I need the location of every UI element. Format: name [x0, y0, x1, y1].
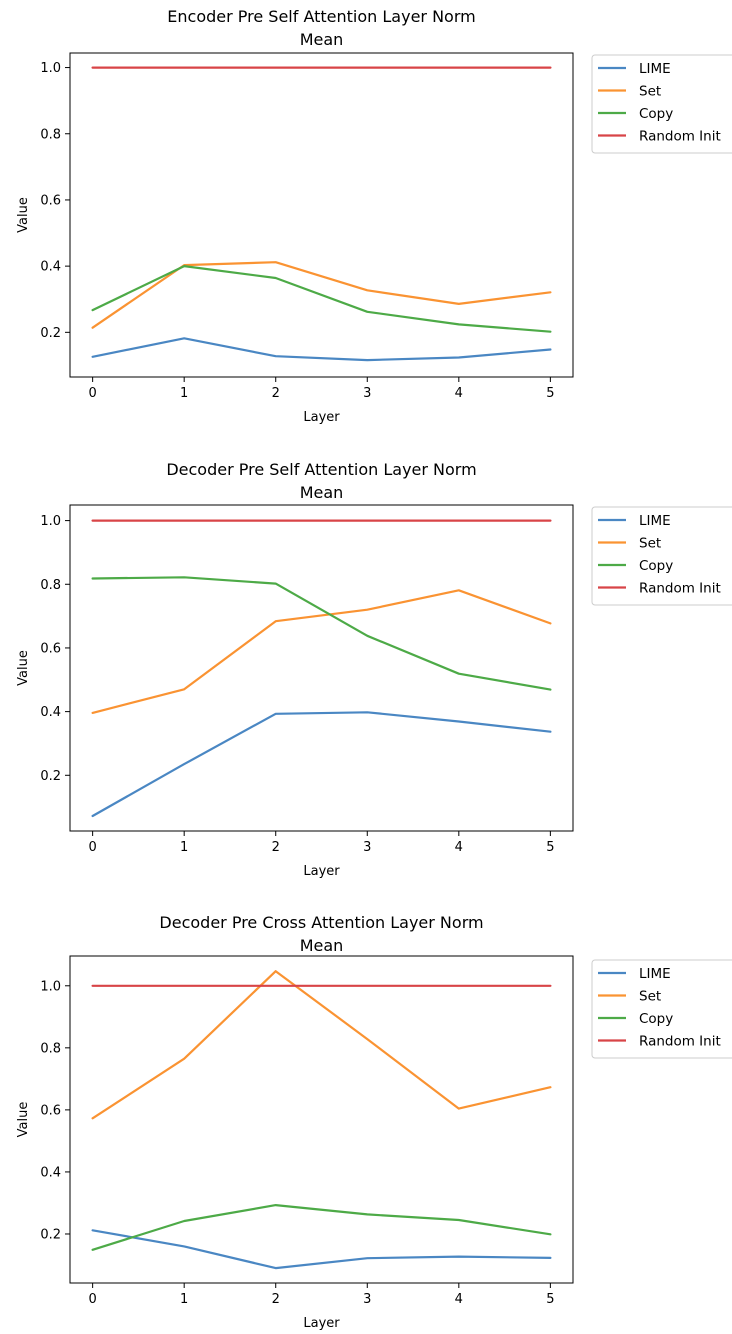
x-tick-label: 3: [363, 386, 371, 401]
x-tick-label: 1: [180, 1292, 188, 1307]
chart-title-line-2: Mean: [300, 483, 344, 502]
x-axis-label: Layer: [303, 1316, 340, 1331]
x-tick-label: 1: [180, 840, 188, 855]
y-tick-label: 0.2: [40, 1227, 61, 1242]
series-line-set: [91, 261, 552, 329]
legend-box: [591, 959, 732, 1059]
plot-frame: [69, 955, 574, 1284]
x-tick-label: 0: [88, 1292, 96, 1307]
x-tick-label: 1: [180, 386, 188, 401]
x-tick-label: 5: [546, 386, 554, 401]
legend-label-lime: LIME: [639, 61, 671, 77]
legend-box: [591, 506, 732, 606]
series-line-copy: [91, 1204, 552, 1251]
plot-frame: [69, 504, 574, 832]
legend-label-copy: Copy: [639, 558, 673, 574]
x-tick-label: 5: [546, 840, 554, 855]
line-chart-3: Decoder Pre Cross Attention Layer Norm Me…: [16, 913, 732, 1331]
y-tick-label: 0.6: [40, 1103, 61, 1118]
y-axis-label: Value: [16, 1102, 31, 1138]
x-axis-label: Layer: [303, 864, 340, 879]
x-tick-label: 0: [88, 386, 96, 401]
legend-label-random-init: Random Init: [639, 129, 721, 145]
x-axis-label: Layer: [303, 410, 340, 425]
legend-label-set: Set: [639, 989, 661, 1005]
y-tick-label: 1.0: [40, 514, 61, 529]
y-tick-label: 0.2: [40, 326, 61, 341]
series-line-lime: [91, 337, 552, 362]
y-tick-label: 0.6: [40, 641, 61, 656]
legend-label-set: Set: [639, 84, 661, 100]
series-line-set: [91, 589, 552, 714]
series-line-lime: [91, 711, 552, 818]
y-tick-label: 0.8: [40, 1041, 61, 1056]
chart-title-line-1: Encoder Pre Self Attention Layer Norm: [167, 7, 475, 26]
x-tick-label: 4: [455, 1292, 463, 1307]
y-tick-label: 0.4: [40, 705, 61, 720]
y-tick-label: 1.0: [40, 979, 61, 994]
y-tick-label: 0.4: [40, 1165, 61, 1180]
series-line-copy: [91, 576, 552, 691]
chart-title-line-2: Mean: [300, 30, 344, 49]
series-line-lime: [91, 1229, 552, 1270]
chart-title-line-1: Decoder Pre Self Attention Layer Norm: [166, 460, 476, 479]
y-tick-label: 0.6: [40, 193, 61, 208]
y-tick-label: 0.8: [40, 578, 61, 593]
plot-frame: [69, 52, 574, 378]
series-line-set: [91, 970, 552, 1120]
y-tick-label: 0.4: [40, 260, 61, 275]
chart-title-line-2: Mean: [300, 936, 344, 955]
legend-label-lime: LIME: [639, 513, 671, 529]
y-axis-label: Value: [16, 197, 31, 233]
x-tick-label: 5: [546, 1292, 554, 1307]
y-tick-label: 1.0: [40, 61, 61, 76]
y-axis-label: Value: [16, 650, 31, 686]
x-tick-label: 4: [455, 386, 463, 401]
legend-label-set: Set: [639, 536, 661, 552]
x-tick-label: 2: [272, 840, 280, 855]
legend-label-copy: Copy: [639, 106, 673, 122]
legend-box: [591, 54, 732, 154]
x-tick-label: 3: [363, 1292, 371, 1307]
legend-label-lime: LIME: [639, 966, 671, 982]
x-tick-label: 4: [455, 840, 463, 855]
legend-label-random-init: Random Init: [639, 581, 721, 597]
x-tick-label: 0: [88, 840, 96, 855]
legend-label-copy: Copy: [639, 1011, 673, 1027]
x-tick-label: 2: [272, 1292, 280, 1307]
line-chart-2: Decoder Pre Self Attention Layer Norm Mea…: [16, 460, 732, 879]
legend-label-random-init: Random Init: [639, 1034, 721, 1050]
line-chart-1: Encoder Pre Self Attention Layer Norm Mea…: [16, 7, 732, 425]
x-tick-label: 3: [363, 840, 371, 855]
chart-title-line-1: Decoder Pre Cross Attention Layer Norm: [159, 913, 483, 932]
y-tick-label: 0.2: [40, 769, 61, 784]
x-tick-label: 2: [272, 386, 280, 401]
series-line-copy: [91, 265, 552, 333]
y-tick-label: 0.8: [40, 127, 61, 142]
